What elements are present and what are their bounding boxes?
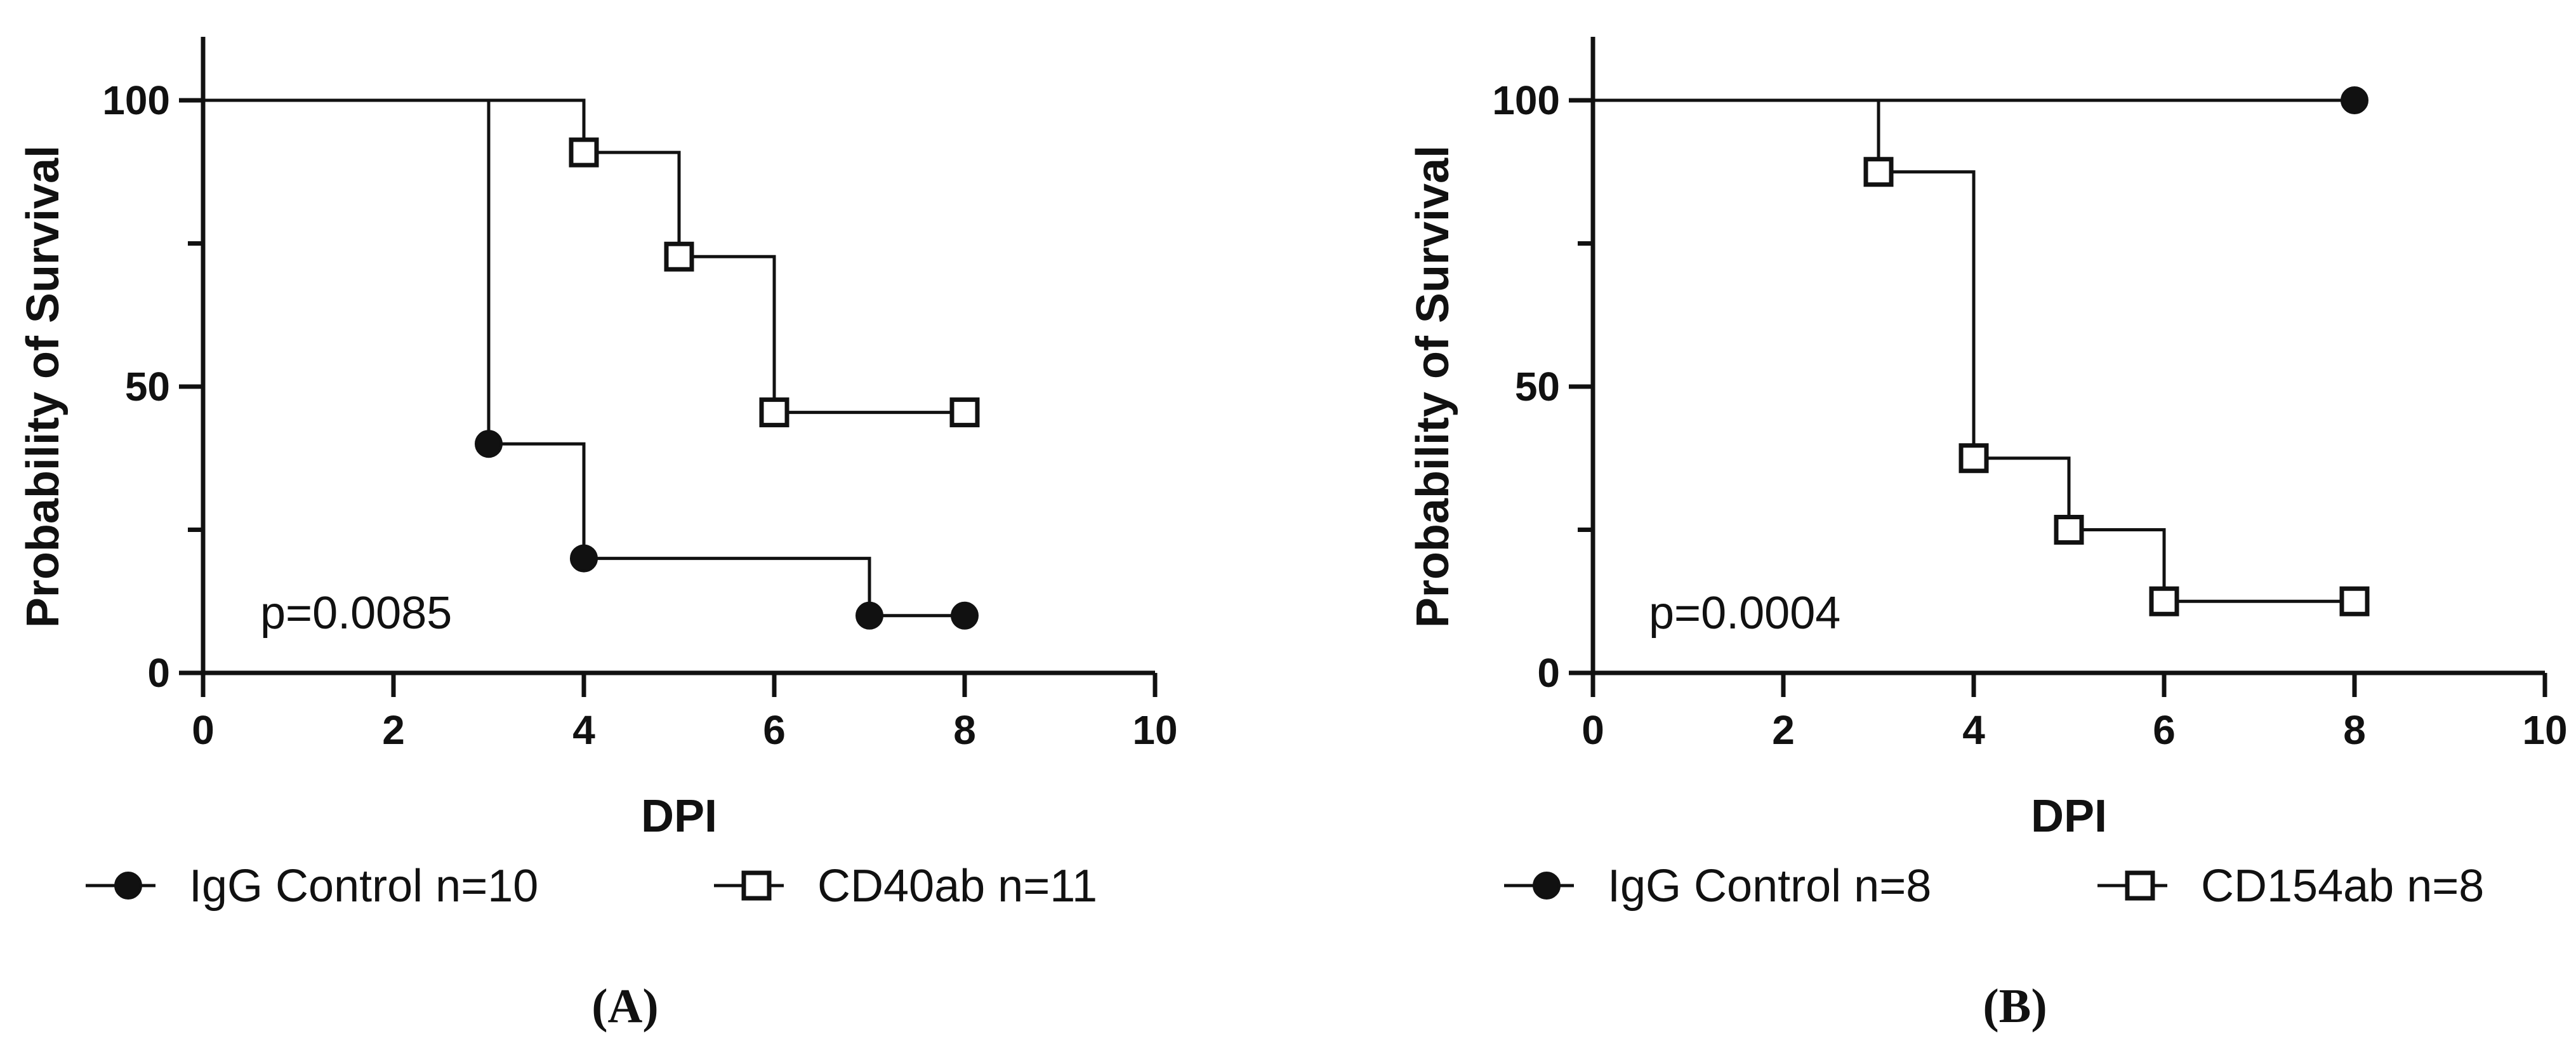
x-tick-label: 10 — [1132, 707, 1177, 753]
survival-line-series-2 — [203, 98, 965, 415]
legend-square-marker — [741, 870, 772, 901]
x-axis-title: DPI — [2031, 791, 2107, 842]
data-point-series-2 — [2149, 586, 2179, 616]
x-tick-label: 0 — [1582, 707, 1604, 753]
data-point-series-1 — [951, 601, 979, 630]
y-tick-label: 100 — [1492, 77, 1560, 123]
y-tick-label: 50 — [1515, 364, 1560, 409]
y-tick-label: 0 — [1537, 650, 1560, 696]
panel-label: (B) — [1983, 980, 2047, 1033]
y-tick-label: 50 — [125, 364, 170, 409]
y-axis-title: Probability of Survival — [18, 145, 69, 628]
survival-line-series-1 — [203, 98, 965, 618]
chart-panel-a: 0 50 100 0 2 4 6 8 10 DPI Probability of Survival p… — [18, 37, 1178, 1033]
data-point-series-1 — [2341, 86, 2368, 114]
data-point-series-2 — [1958, 443, 1989, 474]
data-point-series-1 — [570, 544, 598, 573]
x-tick-label: 4 — [572, 707, 595, 753]
p-value-annotation: p=0.0085 — [260, 588, 452, 639]
x-tick-label: 0 — [192, 707, 215, 753]
x-tick-label: 10 — [2522, 707, 2567, 753]
legend-label: IgG Control n=8 — [1608, 861, 1931, 912]
chart-panel-b: 0 50 100 0 2 4 6 8 10 DPI Probability of Survival p… — [1408, 37, 2568, 1033]
data-point-series-2 — [949, 397, 980, 428]
x-axis-title: DPI — [641, 791, 717, 842]
legend-label: CD154ab n=8 — [2201, 861, 2484, 912]
x-tick-label: 2 — [382, 707, 405, 753]
panel-label: (A) — [591, 980, 659, 1033]
legend-square-marker — [2125, 870, 2155, 901]
data-point-series-2 — [1863, 157, 1894, 187]
data-point-series-1 — [475, 430, 503, 458]
x-tick-label: 6 — [2153, 707, 2176, 753]
data-point-series-2 — [569, 137, 599, 168]
p-value-annotation: p=0.0004 — [1649, 588, 1840, 639]
x-tick-label: 4 — [1962, 707, 1985, 753]
x-tick-label: 8 — [953, 707, 976, 753]
legend-circle-marker — [1533, 872, 1561, 900]
y-tick-label: 0 — [147, 650, 170, 696]
y-tick-label: 100 — [102, 77, 170, 123]
y-axis-title: Probability of Survival — [1408, 145, 1458, 628]
data-point-series-1 — [855, 601, 883, 630]
data-point-series-2 — [759, 397, 789, 428]
data-point-series-2 — [2054, 515, 2084, 545]
data-point-series-2 — [2339, 586, 2370, 616]
legend-label: CD40ab n=11 — [817, 861, 1097, 912]
legend-circle-marker — [114, 872, 142, 900]
survival-line-series-2 — [1593, 98, 2355, 603]
x-tick-label: 6 — [763, 707, 786, 753]
legend-label: IgG Control n=10 — [189, 861, 538, 912]
x-tick-label: 2 — [1772, 707, 1795, 753]
x-tick-label: 8 — [2343, 707, 2366, 753]
data-point-series-2 — [664, 241, 694, 272]
